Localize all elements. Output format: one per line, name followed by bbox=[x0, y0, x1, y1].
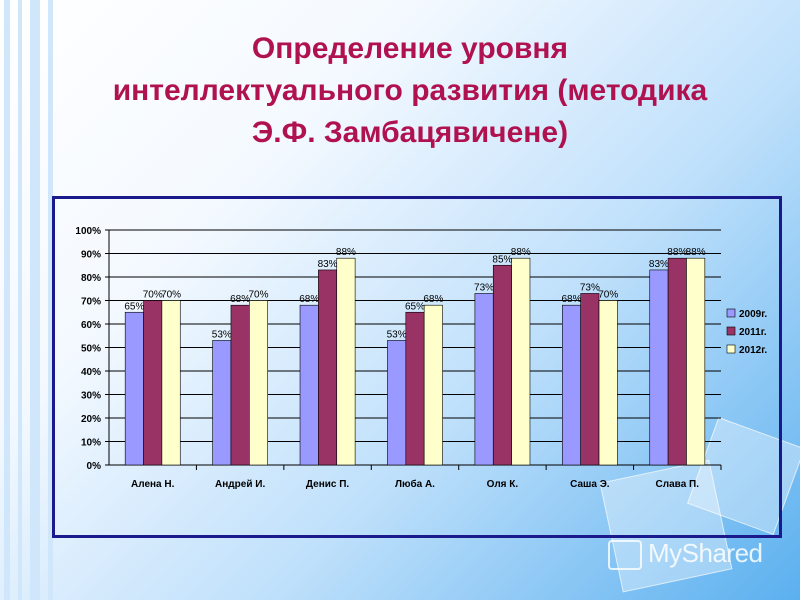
y-tick-label: 70% bbox=[81, 297, 101, 308]
data-label: 88% bbox=[686, 247, 706, 258]
title-line-3: Э.Ф. Замбацявичене) bbox=[251, 116, 569, 149]
watermark-icon bbox=[608, 540, 642, 570]
chart-frame: 0% 10% 20% 30% 40% 50% 60% 70% 80% 90% 100% 65% 70% 7… bbox=[52, 196, 782, 538]
data-label: 73% bbox=[474, 282, 494, 293]
x-tick-label: Денис П. bbox=[306, 479, 350, 490]
data-label: 68% bbox=[423, 294, 443, 305]
bar bbox=[143, 300, 163, 466]
bar bbox=[667, 257, 687, 466]
data-label: 85% bbox=[492, 254, 512, 265]
data-label: 70% bbox=[598, 290, 618, 301]
bar bbox=[124, 311, 144, 466]
background-stripes bbox=[0, 0, 60, 600]
bar bbox=[492, 264, 512, 466]
bar bbox=[649, 269, 669, 466]
bar bbox=[336, 257, 356, 466]
legend-label: 2009г. bbox=[739, 309, 767, 320]
bar bbox=[474, 293, 494, 466]
y-tick-label: 30% bbox=[81, 391, 101, 402]
legend-swatch bbox=[726, 308, 736, 318]
data-label: 65% bbox=[124, 301, 144, 312]
bar bbox=[318, 269, 338, 466]
title-line-2: интеллектуального развития (методика bbox=[112, 74, 708, 107]
title-line-1: Определение уровня bbox=[251, 32, 569, 65]
x-tick-label: Андрей И. bbox=[215, 479, 265, 490]
legend-swatch bbox=[726, 344, 736, 354]
y-tick-label: 50% bbox=[81, 344, 101, 355]
data-label: 53% bbox=[387, 329, 407, 340]
bar bbox=[249, 300, 268, 466]
y-tick-label: 0% bbox=[87, 461, 102, 472]
bar bbox=[580, 293, 600, 466]
x-tick-label: Оля К. bbox=[487, 479, 519, 490]
data-label: 70% bbox=[161, 290, 181, 301]
bar-chart: 0%10%20%30%40%50%60%70%80%90%100%65%70%7… bbox=[75, 226, 767, 490]
legend-swatch bbox=[726, 326, 736, 336]
bar bbox=[161, 300, 181, 466]
data-label: 73% bbox=[580, 282, 600, 293]
y-tick-label: 90% bbox=[81, 250, 101, 261]
bar bbox=[598, 300, 618, 466]
data-label: 88% bbox=[667, 247, 687, 258]
data-label: 70% bbox=[248, 290, 268, 301]
data-label: 68% bbox=[230, 294, 250, 305]
data-label: 88% bbox=[511, 247, 531, 258]
y-tick-label: 100% bbox=[75, 226, 101, 237]
data-label: 65% bbox=[405, 301, 425, 312]
data-label: 70% bbox=[143, 290, 163, 301]
data-label: 88% bbox=[336, 247, 356, 258]
y-tick-label: 10% bbox=[81, 438, 101, 449]
watermark-text: MyShared bbox=[648, 538, 763, 568]
x-tick-label: Алена Н. bbox=[131, 479, 175, 490]
x-tick-label: Слава П. bbox=[656, 479, 700, 490]
bar bbox=[405, 311, 425, 466]
bar bbox=[686, 257, 706, 466]
data-label: 53% bbox=[212, 329, 232, 340]
data-label: 83% bbox=[649, 259, 669, 270]
y-tick-label: 80% bbox=[81, 273, 101, 284]
x-tick-label: Саша Э. bbox=[570, 479, 610, 490]
y-tick-label: 40% bbox=[81, 367, 101, 378]
bar bbox=[387, 340, 407, 466]
legend-label: 2011г. bbox=[739, 327, 767, 338]
data-label: 83% bbox=[318, 259, 338, 270]
bar bbox=[511, 257, 531, 466]
legend-label: 2012г. bbox=[739, 345, 767, 356]
page-title: Определение уровня интеллектуального раз… bbox=[40, 28, 780, 154]
y-tick-label: 60% bbox=[81, 320, 101, 331]
y-tick-label: 20% bbox=[81, 414, 101, 425]
x-tick-label: Люба А. bbox=[395, 478, 435, 490]
bar bbox=[230, 304, 250, 466]
bar bbox=[423, 304, 443, 466]
bar bbox=[562, 304, 581, 466]
data-label: 68% bbox=[561, 294, 581, 305]
bar bbox=[299, 304, 319, 466]
data-label: 68% bbox=[299, 294, 319, 305]
bar bbox=[212, 340, 232, 466]
